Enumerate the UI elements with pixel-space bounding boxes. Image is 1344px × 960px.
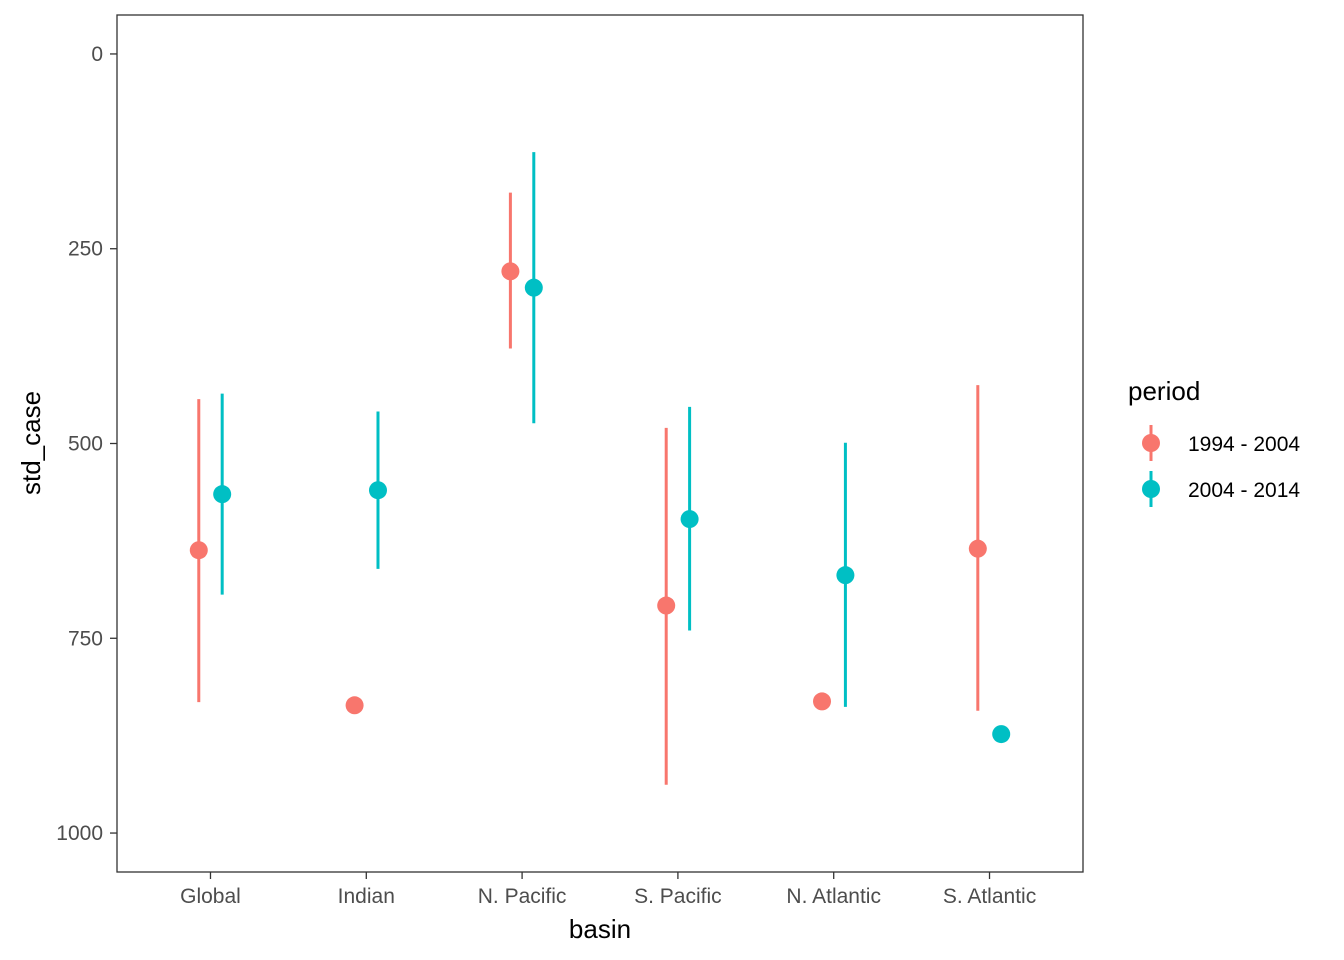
data-point xyxy=(345,696,364,715)
x-tick-label: Indian xyxy=(338,885,395,908)
legend-title: period xyxy=(1128,376,1200,406)
plot-panel xyxy=(116,14,1084,873)
data-point xyxy=(213,485,232,504)
x-axis: Global Indian N. Pacific S. Pacific N. Atlan… xyxy=(180,872,1036,908)
x-axis-title: basin xyxy=(569,914,631,944)
legend-key-point xyxy=(1142,480,1160,498)
x-tick-label: N. Atlantic xyxy=(786,885,881,908)
data-point xyxy=(680,510,699,529)
y-tick-label: 0 xyxy=(91,43,103,66)
data-point xyxy=(524,278,543,297)
data-point xyxy=(968,539,987,558)
x-tick-label: Global xyxy=(180,885,241,908)
data-point xyxy=(189,541,208,560)
data-point xyxy=(657,596,676,615)
data-point xyxy=(992,725,1011,744)
x-tick-label: N. Pacific xyxy=(478,885,567,908)
data-point xyxy=(813,692,832,711)
y-tick-label: 500 xyxy=(68,433,103,456)
x-tick-label: S. Pacific xyxy=(634,885,722,908)
data-marks xyxy=(189,152,1011,785)
data-point xyxy=(368,481,387,500)
y-axis-title: std_case xyxy=(16,391,46,495)
legend-key-point xyxy=(1142,434,1160,452)
legend-label: 1994 - 2004 xyxy=(1188,433,1300,456)
y-axis: 0 250 500 750 1000 xyxy=(56,43,117,845)
y-tick-label: 250 xyxy=(68,238,103,261)
legend-label: 2004 - 2014 xyxy=(1188,479,1300,502)
data-point xyxy=(501,262,520,281)
x-tick-label: S. Atlantic xyxy=(943,885,1036,908)
data-point xyxy=(836,566,855,585)
y-tick-label: 1000 xyxy=(56,822,103,845)
y-tick-label: 750 xyxy=(68,627,103,650)
legend: period 1994 - 2004 2004 - 2014 xyxy=(1128,376,1300,507)
